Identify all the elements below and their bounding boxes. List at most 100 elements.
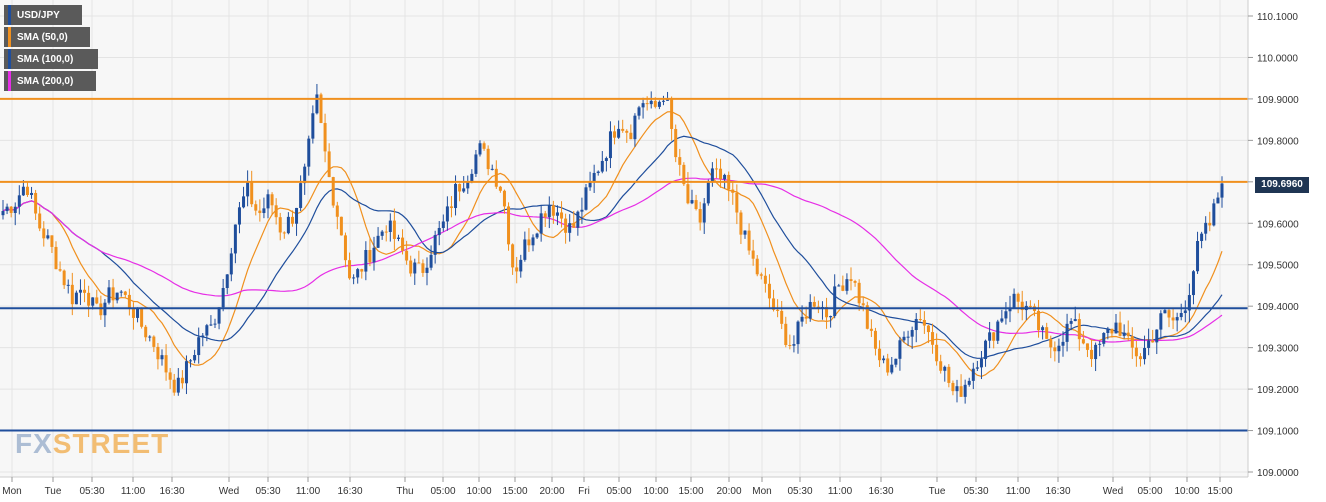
candle-body bbox=[1065, 323, 1069, 342]
candle-body bbox=[967, 380, 971, 385]
legend-item-usdjpy[interactable]: USD/JPY bbox=[4, 5, 82, 25]
x-tick-label: 11:00 bbox=[828, 486, 853, 497]
y-tick-label: 110.1000 bbox=[1257, 12, 1298, 23]
candle-body bbox=[1126, 332, 1130, 337]
candle-body bbox=[1200, 233, 1204, 242]
candle-body bbox=[225, 274, 229, 289]
candle-body bbox=[498, 186, 502, 191]
candle-body bbox=[1102, 332, 1106, 344]
candle-body bbox=[1114, 322, 1118, 334]
candle-body bbox=[339, 216, 343, 236]
candle-body bbox=[1004, 311, 1008, 319]
candle-body bbox=[164, 355, 168, 373]
candle-body bbox=[25, 186, 29, 195]
candle-body bbox=[837, 285, 841, 287]
candle-body bbox=[1163, 310, 1167, 314]
x-tick-label: Tue bbox=[929, 486, 946, 497]
candle-body bbox=[641, 103, 645, 108]
candle-body bbox=[78, 289, 82, 293]
x-tick-label: 05:30 bbox=[963, 486, 988, 497]
candle-body bbox=[996, 321, 1000, 341]
x-tick-label: 20:00 bbox=[716, 486, 741, 497]
candle-body bbox=[1045, 327, 1049, 339]
horizontal-levels bbox=[0, 97, 1248, 432]
candle-body bbox=[625, 130, 629, 133]
candle-body bbox=[882, 358, 886, 361]
candle-body bbox=[808, 301, 812, 319]
candle-body bbox=[184, 361, 188, 384]
candle-body bbox=[918, 318, 922, 320]
candle-body bbox=[1012, 293, 1016, 308]
candle-body bbox=[262, 208, 266, 214]
candle-body bbox=[490, 168, 494, 170]
candle-body bbox=[270, 194, 274, 206]
x-axis: Mon Tue 05:30 11:00 16:30 Wed 05:30 11:00 16:30 T… bbox=[0, 476, 1248, 497]
candle-body bbox=[1183, 310, 1187, 314]
candle-body bbox=[99, 303, 103, 316]
candle-body bbox=[388, 220, 392, 232]
candle-body bbox=[984, 340, 988, 359]
candle-body bbox=[935, 344, 939, 362]
x-tick-label: Thu bbox=[396, 486, 413, 497]
candle-body bbox=[462, 188, 466, 192]
candle-body bbox=[600, 160, 604, 172]
candle-body bbox=[759, 274, 763, 276]
candle-body bbox=[107, 287, 111, 303]
candle-body bbox=[254, 204, 258, 211]
candle-body bbox=[449, 206, 453, 209]
x-tick-label: Fri bbox=[578, 486, 590, 497]
candle-body bbox=[205, 325, 209, 336]
candle-body bbox=[674, 128, 678, 158]
candle-body bbox=[95, 297, 99, 304]
candle-body bbox=[1020, 301, 1024, 311]
candle-body bbox=[804, 316, 808, 319]
candle-body bbox=[266, 194, 270, 209]
legend-item-sma100[interactable]: SMA (100,0) bbox=[4, 49, 98, 69]
candle-body bbox=[429, 254, 433, 268]
candle-body bbox=[258, 210, 262, 214]
candle-body bbox=[723, 174, 727, 180]
candle-body bbox=[66, 284, 70, 286]
candle-body bbox=[1196, 241, 1200, 272]
candle-body bbox=[1061, 341, 1065, 346]
candle-body bbox=[894, 358, 898, 365]
candle-body bbox=[853, 281, 857, 283]
candle-body bbox=[274, 205, 278, 218]
candle-body bbox=[115, 292, 119, 301]
candle-body bbox=[176, 377, 180, 393]
candle-body bbox=[201, 335, 205, 338]
legend-label-sma200: SMA (200,0) bbox=[17, 75, 74, 87]
candle-body bbox=[988, 332, 992, 341]
candle-body bbox=[1155, 329, 1159, 343]
watermark-street: STREET bbox=[52, 428, 170, 459]
candle-body bbox=[527, 239, 531, 246]
candle-body bbox=[237, 207, 241, 225]
candle-body bbox=[327, 151, 331, 178]
candle-body bbox=[743, 230, 747, 235]
candle-body bbox=[869, 328, 873, 331]
candle-body bbox=[1106, 328, 1110, 333]
candle-body bbox=[1212, 203, 1216, 226]
legend-item-sma200[interactable]: SMA (200,0) bbox=[4, 71, 96, 91]
candle-body bbox=[735, 192, 739, 213]
candle-body bbox=[621, 128, 625, 131]
candle-body bbox=[633, 115, 637, 140]
legend-item-sma50[interactable]: SMA (50,0) bbox=[4, 27, 90, 47]
candle-body bbox=[193, 355, 197, 361]
candle-body bbox=[1208, 222, 1212, 226]
candle-body bbox=[42, 228, 46, 239]
x-tick-label: 16:30 bbox=[868, 486, 893, 497]
y-tick-label: 109.2000 bbox=[1257, 385, 1299, 396]
candle-body bbox=[992, 332, 996, 341]
y-tick-label: 109.8000 bbox=[1257, 136, 1299, 147]
candle-body bbox=[168, 372, 172, 380]
candle-body bbox=[686, 184, 690, 204]
candle-body bbox=[531, 237, 535, 246]
candle-body bbox=[250, 182, 254, 205]
candle-body bbox=[592, 172, 596, 182]
candle-body bbox=[653, 100, 657, 107]
x-tick-label: Wed bbox=[1103, 486, 1123, 497]
candle-body bbox=[437, 227, 441, 236]
candle-body bbox=[788, 345, 792, 347]
candle-body bbox=[910, 330, 914, 337]
